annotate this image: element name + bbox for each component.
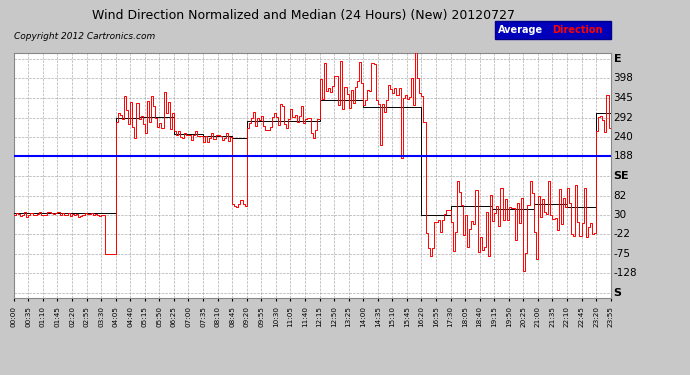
- Text: 30: 30: [613, 210, 627, 220]
- Text: SE: SE: [613, 171, 629, 181]
- Text: 292: 292: [613, 113, 633, 123]
- Text: 240: 240: [613, 132, 633, 142]
- Text: Copyright 2012 Cartronics.com: Copyright 2012 Cartronics.com: [14, 32, 155, 41]
- Text: S: S: [613, 288, 622, 298]
- Text: Wind Direction Normalized and Median (24 Hours) (New) 20120727: Wind Direction Normalized and Median (24…: [92, 9, 515, 22]
- Text: 398: 398: [613, 74, 633, 83]
- Text: E: E: [613, 54, 621, 64]
- Text: 188: 188: [613, 151, 633, 161]
- Text: -128: -128: [613, 268, 638, 278]
- Text: 345: 345: [613, 93, 633, 103]
- Text: -22: -22: [613, 229, 631, 239]
- Text: Average: Average: [497, 26, 542, 35]
- Text: -75: -75: [613, 249, 631, 259]
- Text: Direction: Direction: [552, 26, 602, 35]
- Text: 82: 82: [613, 190, 627, 201]
